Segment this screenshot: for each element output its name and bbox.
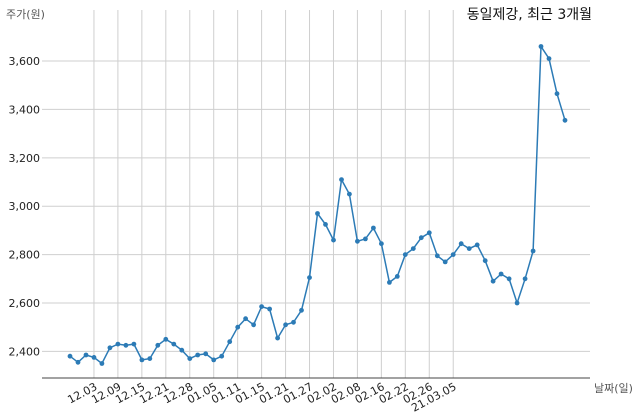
y-tick-label: 3,400 — [9, 103, 41, 116]
data-point — [482, 258, 488, 264]
data-point — [323, 222, 328, 227]
y-tick-label: 3,200 — [9, 152, 41, 165]
data-point — [379, 241, 384, 247]
data-point — [259, 304, 264, 309]
y-axis-label: 주가(원) — [6, 8, 45, 21]
data-point — [458, 241, 464, 247]
data-point — [115, 341, 121, 347]
data-point — [442, 259, 448, 265]
data-point — [155, 342, 161, 348]
data-point — [418, 235, 424, 241]
data-point — [490, 278, 496, 284]
data-point — [450, 252, 456, 257]
data-point — [355, 238, 360, 244]
data-point — [562, 117, 568, 123]
data-point — [530, 248, 536, 254]
series-layer — [67, 44, 568, 366]
data-point — [299, 307, 304, 313]
data-point — [506, 276, 512, 282]
data-point — [211, 357, 217, 363]
data-point — [219, 353, 225, 359]
data-point — [307, 275, 312, 280]
grid — [42, 10, 590, 378]
data-point — [522, 276, 528, 282]
data-point — [514, 300, 520, 306]
data-point — [203, 351, 209, 357]
data-point — [251, 322, 256, 328]
price-line — [69, 44, 566, 365]
data-point — [67, 353, 73, 359]
y-tick-label: 3,000 — [9, 200, 41, 213]
data-point — [402, 252, 408, 257]
data-point — [363, 236, 368, 242]
data-point — [187, 356, 193, 361]
x-axis-label: 날짜(일) — [594, 381, 633, 395]
data-point — [163, 336, 169, 342]
data-point — [339, 177, 344, 183]
data-point — [123, 342, 129, 348]
data-point — [267, 306, 272, 312]
data-point — [283, 322, 288, 328]
data-point — [171, 341, 177, 347]
data-point — [83, 352, 89, 358]
data-point — [410, 246, 416, 252]
data-point — [546, 56, 552, 61]
data-point — [466, 246, 472, 252]
data-point — [498, 271, 504, 277]
data-point — [91, 355, 97, 360]
data-point — [387, 280, 392, 285]
data-point — [315, 211, 320, 216]
data-point — [147, 356, 153, 361]
data-point — [235, 324, 241, 330]
data-point — [371, 225, 376, 231]
data-point — [291, 319, 296, 325]
data-point — [227, 339, 233, 345]
data-point — [538, 44, 544, 49]
data-point — [347, 191, 352, 197]
data-point — [434, 253, 440, 259]
data-point — [179, 347, 185, 353]
data-point — [554, 91, 560, 97]
y-tick-label: 2,400 — [9, 345, 41, 358]
x-tick-labels: 12.0312.0912.1512.2112.2801.0501.1101.15… — [65, 380, 458, 414]
data-point — [75, 359, 81, 365]
data-point — [99, 361, 105, 366]
data-point — [474, 242, 480, 248]
data-point — [139, 357, 145, 363]
y-tick-label: 3,600 — [9, 55, 41, 68]
data-point — [426, 230, 432, 236]
chart-title: 동일제강, 최근 3개월 — [467, 7, 592, 23]
data-point — [394, 274, 400, 279]
data-point — [275, 335, 280, 341]
y-tick-labels: 2,400 2,600 2,800 3,000 3,200 3,400 3,600 — [9, 55, 41, 358]
data-point — [243, 316, 249, 322]
y-tick-label: 2,600 — [9, 297, 41, 310]
data-point — [195, 352, 201, 358]
data-point — [331, 237, 336, 243]
data-point — [131, 341, 137, 347]
y-tick-label: 2,800 — [9, 249, 41, 262]
data-point — [107, 345, 113, 351]
